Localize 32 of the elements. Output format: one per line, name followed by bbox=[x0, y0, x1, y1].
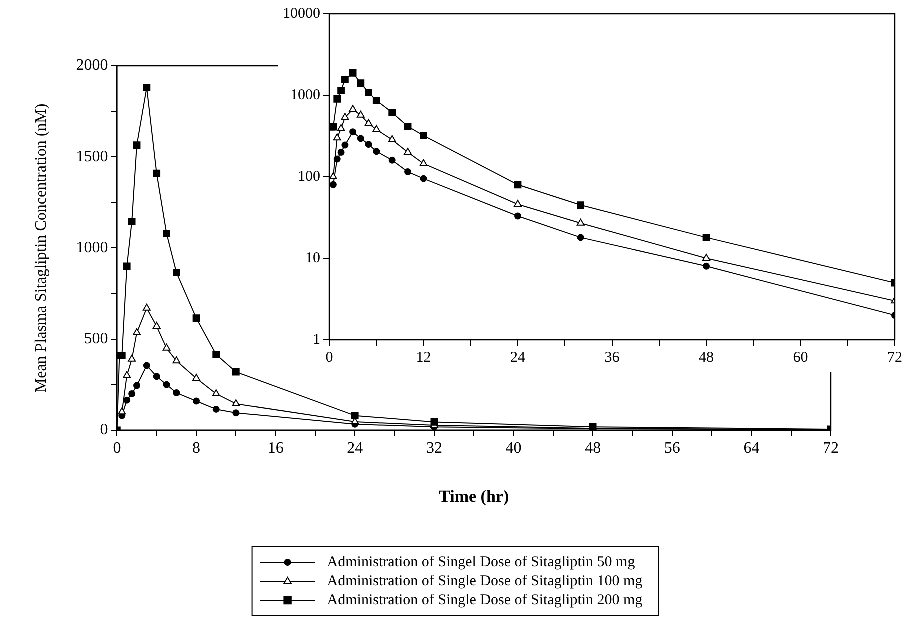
x-tick-label: 12 bbox=[416, 350, 432, 366]
x-tick-label: 16 bbox=[268, 440, 284, 458]
legend-label: Administration of Singel Dose of Sitagliptin 50 mg bbox=[327, 554, 636, 570]
x-tick-label: 24 bbox=[510, 350, 526, 366]
x-tick-label: 72 bbox=[823, 440, 839, 458]
y-tick-label: 2000 bbox=[76, 57, 108, 74]
x-axis-title: Time (hr) bbox=[439, 487, 510, 506]
y-tick-label: 100 bbox=[298, 168, 320, 185]
x-tick-label: 36 bbox=[604, 350, 620, 366]
x-tick-label: 48 bbox=[585, 440, 602, 458]
y-tick-label: 10 bbox=[306, 250, 320, 266]
x-tick-label: 60 bbox=[793, 350, 808, 366]
legend-label: Administration of Single Dose of Sitagliptin 200 mg bbox=[327, 592, 644, 608]
y-tick-label: 10000 bbox=[283, 6, 320, 22]
x-tick-label: 72 bbox=[888, 350, 902, 366]
x-tick-label: 40 bbox=[506, 440, 522, 458]
y-tick-label: 1000 bbox=[290, 87, 320, 104]
x-tick-label: 56 bbox=[664, 440, 680, 458]
x-tick-label: 0 bbox=[113, 440, 122, 458]
y-axis-title: Mean Plasma Sitagliptin Concentration (nM) bbox=[32, 104, 50, 393]
x-tick-label: 0 bbox=[326, 350, 334, 366]
x-tick-label: 24 bbox=[347, 440, 364, 458]
y-tick-label: 1000 bbox=[76, 239, 108, 256]
y-tick-label: 0 bbox=[100, 422, 108, 439]
y-tick-label: 500 bbox=[84, 330, 108, 348]
x-tick-label: 8 bbox=[192, 440, 201, 458]
x-tick-label: 64 bbox=[744, 440, 760, 458]
x-tick-label: 32 bbox=[426, 440, 442, 458]
legend-label: Administration of Single Dose of Sitagliptin 100 mg bbox=[327, 573, 644, 590]
y-tick-label: 1 bbox=[313, 332, 320, 348]
y-tick-label: 1500 bbox=[76, 148, 108, 166]
x-tick-label: 48 bbox=[699, 350, 714, 366]
